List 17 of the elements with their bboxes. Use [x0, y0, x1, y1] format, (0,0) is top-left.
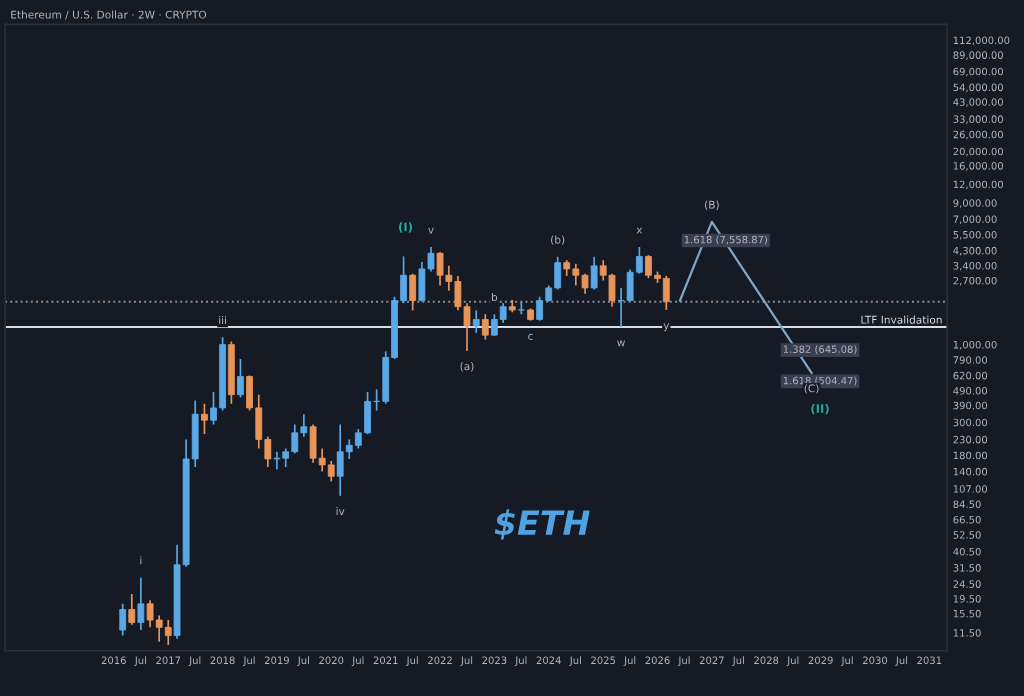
candlestick — [137, 576, 145, 631]
candlestick — [201, 402, 208, 435]
candlestick — [590, 255, 598, 291]
candlestick — [472, 309, 480, 334]
candlestick — [436, 251, 444, 287]
candlestick — [409, 272, 417, 312]
candlestick — [119, 603, 127, 637]
candlestick — [662, 275, 670, 311]
candlestick — [273, 450, 281, 471]
annotation: $ETH — [494, 509, 590, 540]
candlestick — [164, 619, 172, 646]
candlestick — [327, 460, 335, 483]
candlestick — [608, 272, 616, 308]
candlestick — [536, 295, 544, 322]
candlestick — [481, 313, 489, 341]
candlestick — [237, 358, 244, 399]
candlestick — [128, 593, 136, 626]
